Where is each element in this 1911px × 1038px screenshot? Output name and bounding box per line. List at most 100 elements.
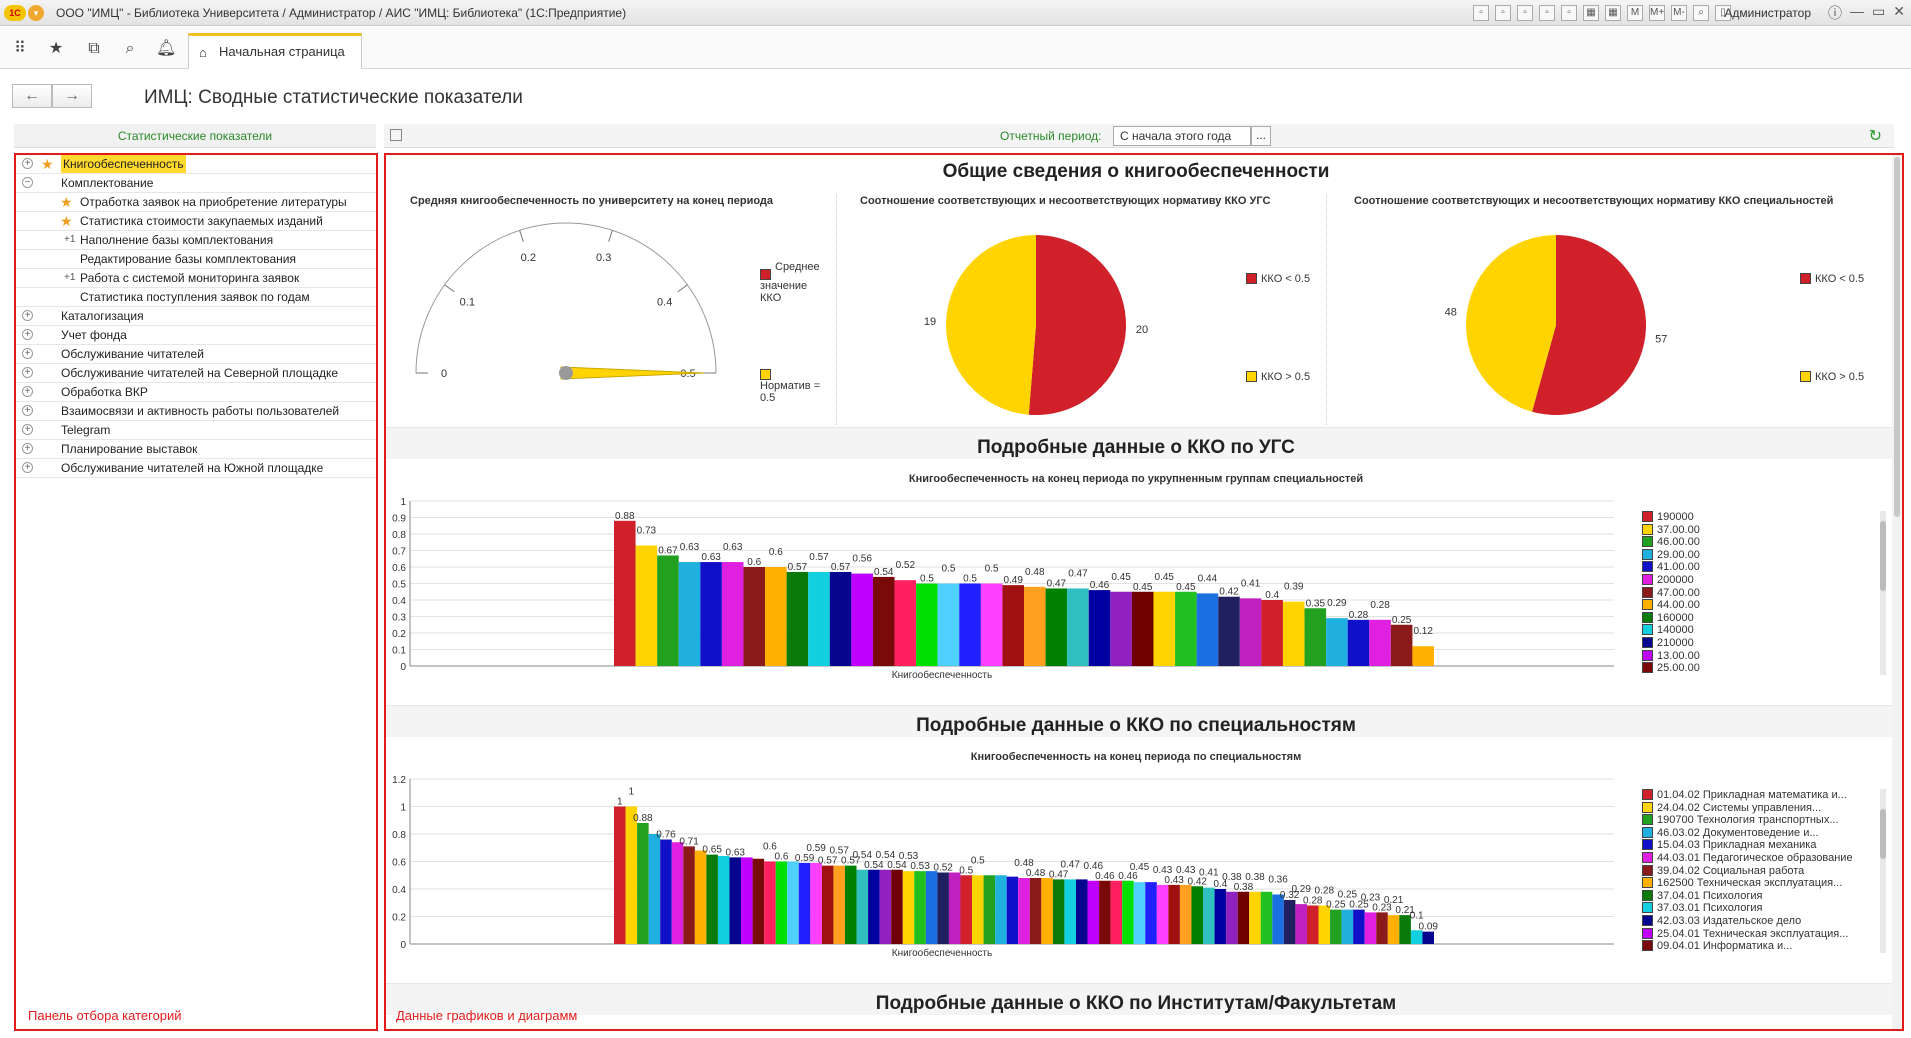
tree-item[interactable]: − Комплектование <box>16 174 376 193</box>
tree-item[interactable]: + Обслуживание читателей на Южной площадк… <box>16 459 376 478</box>
period-field[interactable]: С начала этого года <box>1113 126 1251 146</box>
bar <box>937 872 949 944</box>
gauge-tick <box>677 284 688 293</box>
bar-value-label: 0.63 <box>726 847 746 858</box>
link-icon[interactable]: ▫ <box>1539 5 1555 21</box>
bar <box>925 871 938 944</box>
bar-value-label: 0.48 <box>1014 858 1034 869</box>
apps-grid-icon[interactable]: ⠿ <box>14 40 26 57</box>
bar <box>694 850 707 944</box>
tree-item[interactable]: Редактирование базы комплектования <box>16 250 376 269</box>
expand-icon[interactable]: + <box>22 462 33 473</box>
bar <box>700 562 722 666</box>
expand-icon[interactable]: + <box>22 424 33 435</box>
y-tick-label: 0.2 <box>392 629 406 640</box>
tab-home[interactable]: ⌂ Начальная страница <box>188 33 362 69</box>
bar <box>1110 880 1123 944</box>
tree-item[interactable]: + Обработка ВКР <box>16 383 376 402</box>
bar-value-label: 0.43 <box>1176 865 1196 876</box>
current-user[interactable]: Администратор <box>1724 6 1811 20</box>
print-icon[interactable]: ▫ <box>1495 5 1511 21</box>
tree-item[interactable]: +1 Работа с системой мониторинга заявок <box>16 269 376 288</box>
bar-value-label: 0.47 <box>1060 859 1080 870</box>
bar-value-label: 1 <box>629 787 635 798</box>
bar-value-label: 0.45 <box>1130 862 1150 873</box>
memory-minus-button[interactable]: M- <box>1671 5 1687 21</box>
bar-value-label: 0.42 <box>1188 876 1208 887</box>
expand-icon[interactable]: + <box>22 443 33 454</box>
tree-item[interactable]: + Telegram <box>16 421 376 440</box>
tree-item[interactable]: ★ + Книгообеспеченность <box>16 155 376 174</box>
tree-item[interactable]: + Взаимосвязи и активность работы пользов… <box>16 402 376 421</box>
bell-icon[interactable]: 🔔︎ <box>156 40 177 57</box>
panel-toggle-icon[interactable] <box>390 129 402 141</box>
save-icon[interactable]: ▫ <box>1473 5 1489 21</box>
pie-slice-label: 19 <box>924 316 936 328</box>
info-icon[interactable]: ⓘ <box>1828 5 1843 21</box>
bar <box>891 869 903 944</box>
bar <box>787 861 799 944</box>
charts-scrollbar[interactable] <box>1892 155 1902 1029</box>
memory-button[interactable]: M <box>1627 5 1643 21</box>
forward-arrow-icon[interactable]: → <box>52 84 92 108</box>
refresh-icon[interactable]: ↻ <box>1868 128 1882 145</box>
expand-icon[interactable]: + <box>22 405 33 416</box>
tree-item[interactable]: + Обслуживание читателей <box>16 345 376 364</box>
tree-item[interactable]: + Обслуживание читателей на Северной площ… <box>16 364 376 383</box>
bar-value-label: 0.23 <box>1361 892 1381 903</box>
expand-icon[interactable]: + <box>22 329 33 340</box>
attach-icon[interactable]: ▫ <box>1561 5 1577 21</box>
search-icon[interactable]: ⌕ <box>125 40 135 57</box>
bar2-legend-scrollbar[interactable] <box>1880 789 1886 953</box>
y-tick-label: 0.9 <box>392 514 406 525</box>
expand-icon[interactable]: + <box>22 367 33 378</box>
bar1-legend-scrollbar[interactable] <box>1880 511 1886 675</box>
panel-icon[interactable]: ▯ <box>1715 5 1731 21</box>
y-tick-label: 0.2 <box>392 913 406 924</box>
calculator-icon[interactable]: ▦ <box>1605 5 1621 21</box>
bar <box>1067 588 1089 666</box>
expand-icon[interactable]: + <box>22 386 33 397</box>
legend-label: 46.03.02 Документоведение и... <box>1657 826 1819 839</box>
memory-plus-button[interactable]: M+ <box>1649 5 1665 21</box>
bar-value-label: 0.5 <box>985 564 999 575</box>
bar <box>1330 909 1342 944</box>
section-bar: ⠿ ★ ⧉ ⌕ 🔔︎ ⌂ Начальная страница <box>0 27 1911 69</box>
bar <box>879 869 892 944</box>
tree-item[interactable]: ★ Отработка заявок на приобретение литера… <box>16 193 376 212</box>
bar <box>1153 591 1176 666</box>
tree-item[interactable]: + Планирование выставок <box>16 440 376 459</box>
bar-value-label: 0.46 <box>1095 871 1115 882</box>
main-menu-button[interactable]: ▾ <box>28 5 44 21</box>
bar <box>1018 878 1030 944</box>
tree-item[interactable]: +1 Наполнение базы комплектования <box>16 231 376 250</box>
close-icon[interactable]: ✕ <box>1893 3 1905 19</box>
minimize-icon[interactable]: — <box>1850 3 1865 19</box>
bar <box>1064 879 1076 944</box>
calendar-icon[interactable]: ▦ <box>1583 5 1599 21</box>
tree-item[interactable]: Статистика поступления заявок по годам <box>16 288 376 307</box>
preview-icon[interactable]: ▫ <box>1517 5 1533 21</box>
tree-item[interactable]: + Каталогизация <box>16 307 376 326</box>
tree-item[interactable]: ★ Статистика стоимости закупаемых изданий <box>16 212 376 231</box>
bar <box>1099 880 1111 944</box>
bar-value-label: 0.42 <box>1219 587 1239 598</box>
maximize-icon[interactable]: ▭ <box>1872 3 1886 19</box>
expand-icon[interactable]: + <box>22 348 33 359</box>
divider <box>1326 195 1327 425</box>
bar <box>1369 619 1391 666</box>
zoom-icon[interactable]: ⌕ <box>1693 5 1709 21</box>
expand-icon[interactable]: + <box>22 158 33 169</box>
history-icon[interactable]: ⧉ <box>88 40 100 57</box>
bar <box>635 545 658 666</box>
legend-swatch <box>1642 839 1653 851</box>
favorites-star-icon[interactable]: ★ <box>48 40 64 57</box>
tree-item[interactable]: + Учет фонда <box>16 326 376 345</box>
section-title-general: Общие сведения о книгообеспеченности <box>942 161 1330 182</box>
expand-icon[interactable]: + <box>22 310 33 321</box>
collapse-icon[interactable]: − <box>22 177 33 188</box>
back-arrow-icon[interactable]: ← <box>12 84 52 108</box>
bar-value-label: 0.76 <box>656 830 676 841</box>
period-select-button[interactable]: ... <box>1251 126 1271 146</box>
bar <box>1376 912 1388 944</box>
